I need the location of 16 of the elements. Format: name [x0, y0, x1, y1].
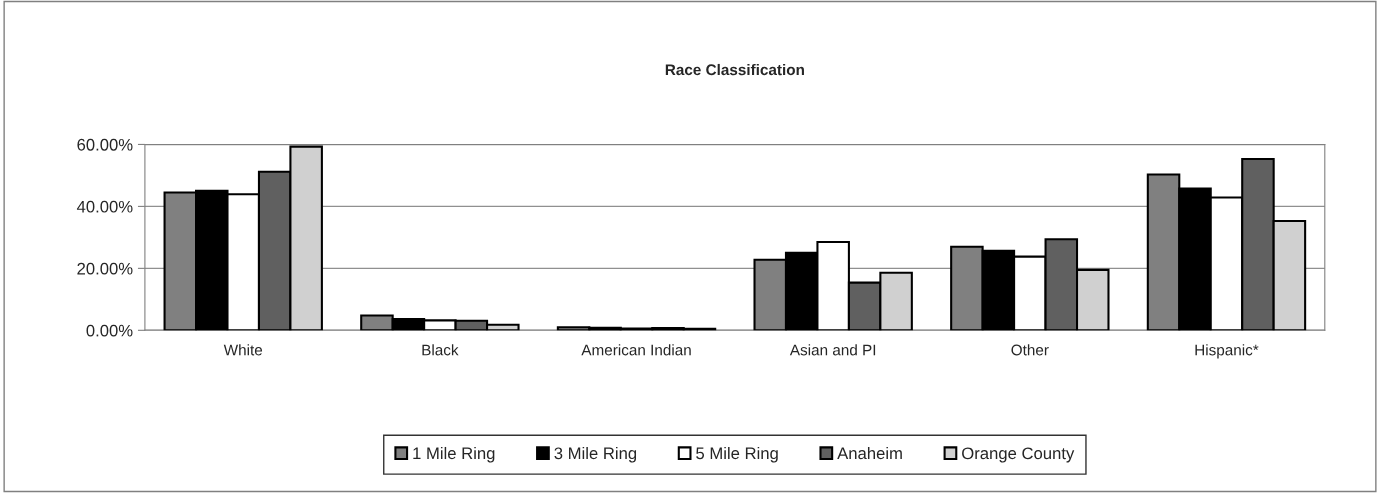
legend-label: Anaheim	[837, 446, 902, 460]
y-tick-label: 60.00%	[77, 138, 133, 151]
legend-label: 1 Mile Ring	[413, 446, 495, 463]
legend-label: 3 Mile Ring	[554, 446, 637, 463]
x-tick-label: Other	[1011, 344, 1049, 356]
chart-title: Race Classification	[665, 63, 804, 76]
legend-label: Orange County	[962, 447, 1075, 463]
x-tick-label: Black	[422, 344, 459, 356]
legend-label: 5 Mile Ring	[696, 446, 778, 463]
y-tick-label: 40.00%	[76, 200, 133, 213]
x-tick-label: American Indian	[581, 344, 691, 356]
x-tick-label: Hispanic*	[1195, 344, 1259, 359]
y-tick-label: 20.00%	[77, 262, 133, 275]
y-tick-label: 0.00%	[86, 324, 133, 337]
x-tick-label: Asian and PI	[789, 344, 876, 356]
x-tick-label: White	[223, 344, 263, 356]
